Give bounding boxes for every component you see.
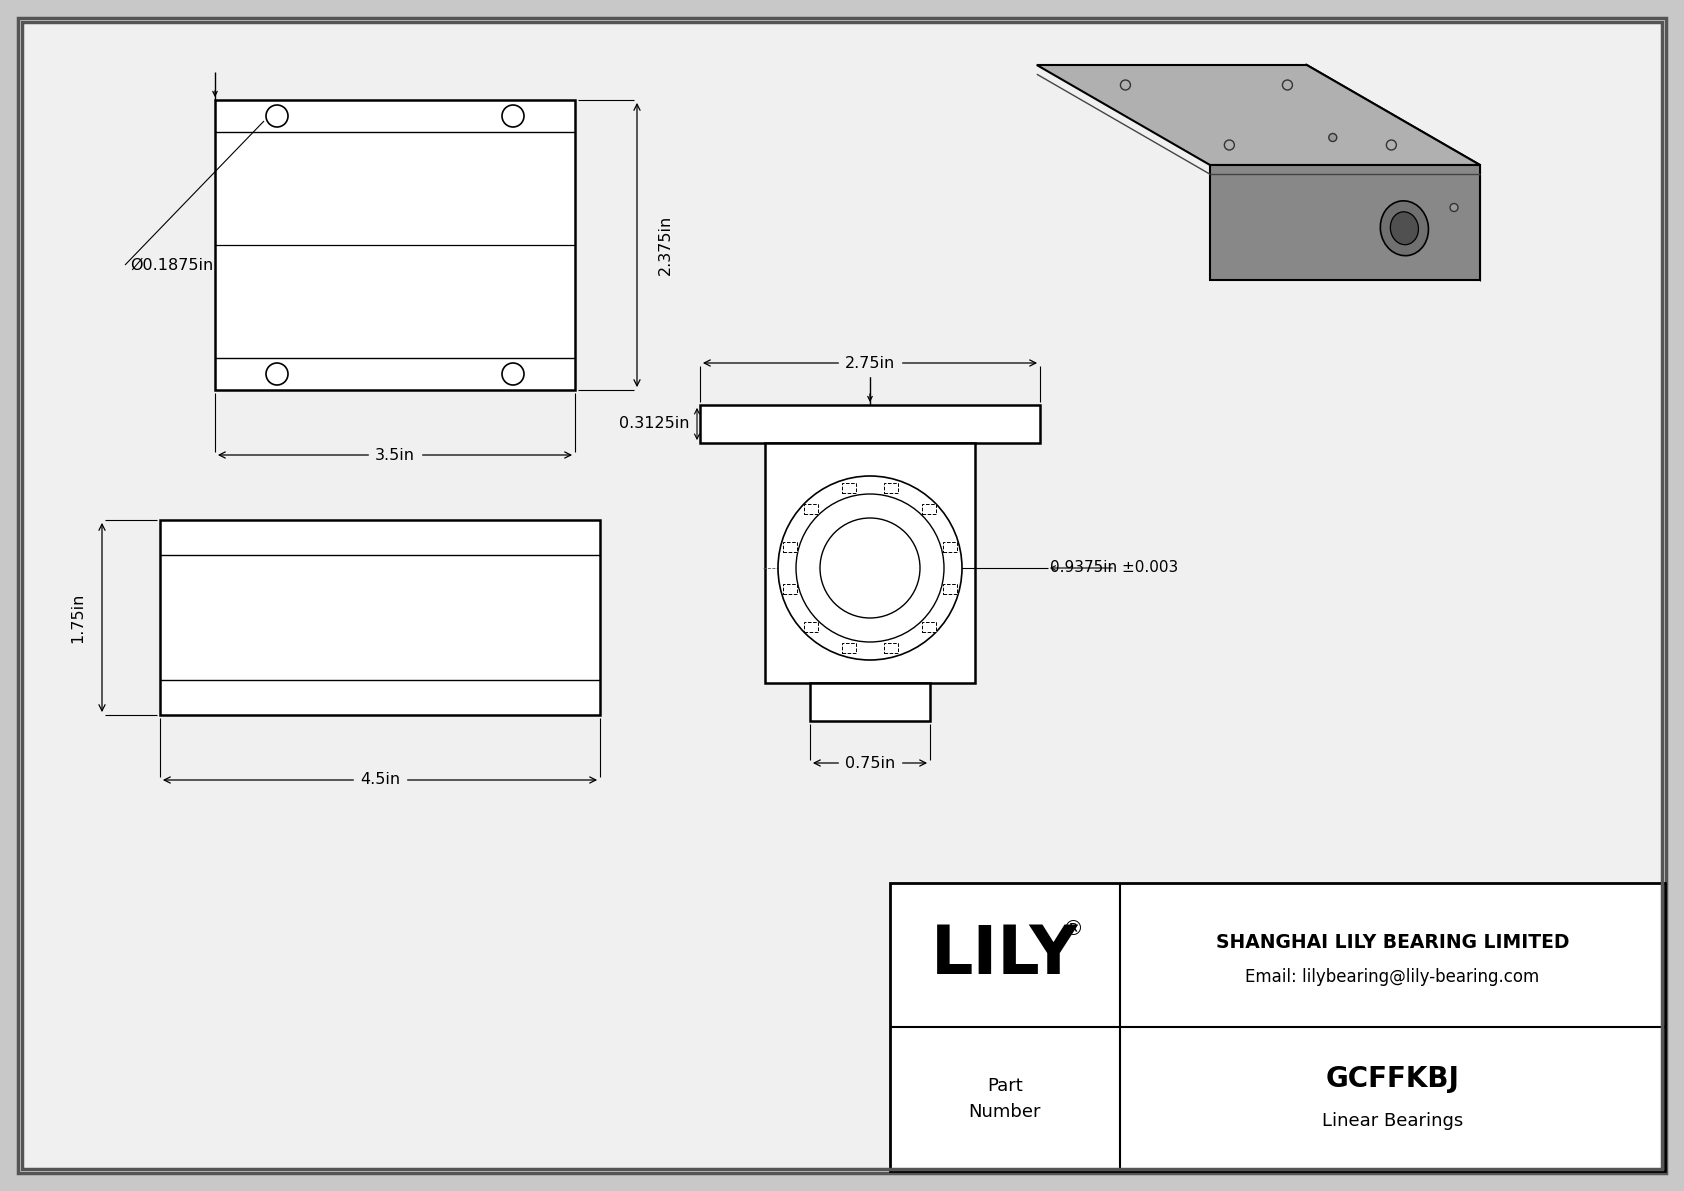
Bar bbox=[701, 405, 1041, 443]
Text: Linear Bearings: Linear Bearings bbox=[1322, 1112, 1463, 1130]
Text: ®: ® bbox=[1063, 919, 1083, 939]
Bar bbox=[783, 585, 797, 594]
Bar bbox=[216, 100, 574, 389]
Circle shape bbox=[1120, 80, 1130, 91]
Circle shape bbox=[820, 518, 919, 618]
Text: 3.5in: 3.5in bbox=[376, 448, 414, 462]
Bar bbox=[884, 643, 899, 653]
Ellipse shape bbox=[1391, 212, 1418, 244]
Bar bbox=[842, 643, 855, 653]
Text: 4.5in: 4.5in bbox=[360, 773, 401, 787]
Circle shape bbox=[1450, 204, 1458, 212]
Text: 0.9375in ±0.003: 0.9375in ±0.003 bbox=[1051, 561, 1179, 575]
Circle shape bbox=[502, 105, 524, 127]
Bar bbox=[921, 504, 936, 515]
Bar bbox=[891, 883, 1665, 1171]
Text: Part
Number: Part Number bbox=[968, 1077, 1041, 1121]
Text: 0.3125in: 0.3125in bbox=[620, 417, 690, 431]
Bar bbox=[810, 682, 930, 721]
Bar bbox=[884, 482, 899, 493]
Bar bbox=[783, 542, 797, 551]
Polygon shape bbox=[1037, 66, 1480, 166]
Text: LILY: LILY bbox=[931, 922, 1079, 989]
Text: Email: lilybearing@lily-bearing.com: Email: lilybearing@lily-bearing.com bbox=[1246, 968, 1539, 986]
Polygon shape bbox=[1211, 166, 1480, 280]
Circle shape bbox=[1283, 80, 1292, 91]
Text: 2.75in: 2.75in bbox=[845, 355, 896, 370]
Bar bbox=[943, 585, 957, 594]
Ellipse shape bbox=[1381, 201, 1428, 256]
Bar bbox=[805, 504, 818, 515]
Text: SHANGHAI LILY BEARING LIMITED: SHANGHAI LILY BEARING LIMITED bbox=[1216, 934, 1569, 953]
Text: GCFFKBJ: GCFFKBJ bbox=[1325, 1065, 1460, 1093]
Bar bbox=[842, 482, 855, 493]
Circle shape bbox=[797, 494, 945, 642]
Text: Ø0.1875in: Ø0.1875in bbox=[130, 257, 214, 273]
Circle shape bbox=[778, 476, 962, 660]
Circle shape bbox=[1329, 133, 1337, 142]
Circle shape bbox=[1386, 141, 1396, 150]
Polygon shape bbox=[1307, 66, 1480, 280]
Bar bbox=[765, 443, 975, 682]
Bar bbox=[943, 542, 957, 551]
Circle shape bbox=[502, 363, 524, 385]
Circle shape bbox=[266, 363, 288, 385]
Bar bbox=[921, 622, 936, 631]
Circle shape bbox=[1224, 141, 1234, 150]
Text: 0.75in: 0.75in bbox=[845, 755, 896, 771]
Bar bbox=[805, 622, 818, 631]
Text: 2.375in: 2.375in bbox=[657, 214, 672, 275]
Text: 1.75in: 1.75in bbox=[71, 592, 86, 643]
Bar bbox=[160, 520, 600, 715]
FancyBboxPatch shape bbox=[19, 18, 1665, 1173]
Circle shape bbox=[266, 105, 288, 127]
